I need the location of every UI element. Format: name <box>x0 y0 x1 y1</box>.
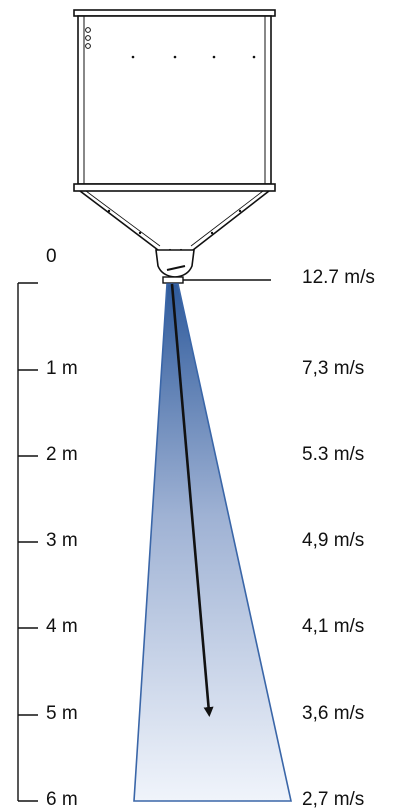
velocity-label-2: 5.3 m/s <box>302 444 365 465</box>
velocity-label-5: 3,6 m/s <box>302 703 365 724</box>
indicator-light-icon <box>85 27 91 33</box>
rivet-row <box>131 55 256 59</box>
distance-label-6: 6 m <box>46 789 78 810</box>
distance-label-0: 0 <box>46 246 57 267</box>
throw-direction-arrow <box>170 283 214 717</box>
velocity-label-0: 12.7 m/s <box>302 267 375 288</box>
indicator-light-icon <box>85 43 91 49</box>
unit-outlet <box>162 276 184 284</box>
unit-hopper <box>79 190 270 251</box>
distance-label-5: 5 m <box>46 703 78 724</box>
distance-label-1: 1 m <box>46 358 78 379</box>
velocity-label-1: 7,3 m/s <box>302 358 365 379</box>
distance-scale <box>17 282 38 802</box>
air-jet-cone <box>133 283 292 802</box>
unit-top-cap <box>73 9 276 17</box>
distance-label-2: 2 m <box>46 444 78 465</box>
velocity-label-6: 2,7 m/s <box>302 789 365 810</box>
velocity-label-3: 4,9 m/s <box>302 530 365 551</box>
unit-nozzle <box>155 249 195 278</box>
air-unit <box>73 9 276 284</box>
unit-bottom-frame <box>73 183 276 192</box>
velocity-label-4: 4,1 m/s <box>302 616 365 637</box>
distance-label-4: 4 m <box>46 616 78 637</box>
unit-cabinet <box>77 15 272 185</box>
distance-label-3: 3 m <box>46 530 78 551</box>
indicator-light-icon <box>85 35 91 41</box>
